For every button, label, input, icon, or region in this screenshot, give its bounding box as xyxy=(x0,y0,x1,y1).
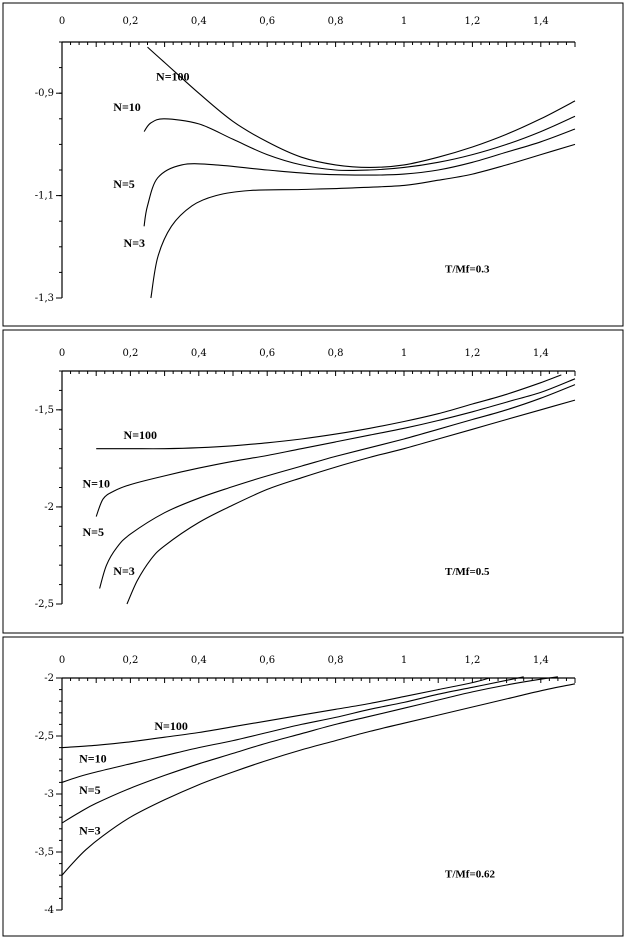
y-tick-label: -1,1 xyxy=(35,191,54,202)
y-tick-label: -2,5 xyxy=(35,599,54,610)
series-label-n-5: N=5 xyxy=(83,525,105,539)
x-tick-label: 0,8 xyxy=(328,16,344,27)
series-line-n-3 xyxy=(150,143,576,299)
x-tick-label: 1,4 xyxy=(533,348,549,359)
series-label-n-5: N=5 xyxy=(113,177,135,191)
x-tick-label: 1 xyxy=(401,348,407,359)
series-line-n-100 xyxy=(96,374,562,450)
chart-panel-t03: 0 0,2 0,4 0,6 0,8 1 1,2 1,4 -0,9 -1,1 -1,3 N=100 N=1… xyxy=(2,2,624,327)
x-tick-label: 1 xyxy=(401,16,407,27)
series-line-n-5 xyxy=(99,384,576,589)
x-tick-label: 0,2 xyxy=(122,655,138,666)
series-line-n-10 xyxy=(61,676,524,783)
x-tick-label: 0,8 xyxy=(328,655,344,666)
y-tick-label: -3,5 xyxy=(35,847,54,858)
series-label-n-5: N=5 xyxy=(79,783,101,797)
series-label-n-10: N=10 xyxy=(83,477,111,491)
chart-panel-t05: 0 0,2 0,4 0,6 0,8 1 1,2 1,4 -1,5 -2 -2,5 N=100 N=10 N… xyxy=(2,329,624,634)
temperature-ratio-annotation: T/Mf=0.3 xyxy=(445,263,490,275)
x-tick-label: 1,2 xyxy=(464,16,480,27)
series-line-n-3 xyxy=(126,399,576,605)
x-tick-label: 0,4 xyxy=(191,16,207,27)
series-label-n-3: N=3 xyxy=(113,564,135,578)
x-tick-label: 0,2 xyxy=(122,16,138,27)
x-tick-label: 0,8 xyxy=(328,348,344,359)
x-tick-label: 1,4 xyxy=(533,16,549,27)
temperature-ratio-annotation: T/Mf=0.5 xyxy=(445,566,490,578)
series-label-n-10: N=10 xyxy=(113,100,141,114)
x-tick-label: 0 xyxy=(59,16,65,27)
series-label-n-10: N=10 xyxy=(79,752,107,766)
y-tick-label: -1,5 xyxy=(35,405,54,416)
series-line-n-10 xyxy=(95,378,576,517)
x-tick-label: 0,4 xyxy=(191,348,207,359)
series-line-n-5 xyxy=(143,128,576,227)
series-line-n-100 xyxy=(147,46,576,168)
x-tick-label: 0,6 xyxy=(259,16,275,27)
chart-panel-t062: 0 0,2 0,4 0,6 0,8 1 1,2 1,4 -2 -2,5 -3 -3,5 -4 N=100 N… xyxy=(2,636,624,937)
x-tick-label: 1,2 xyxy=(464,655,480,666)
x-tick-label: 0 xyxy=(59,348,65,359)
x-tick-label: 1 xyxy=(401,655,407,666)
y-tick-label: -4 xyxy=(44,905,54,916)
x-tick-label: 0,6 xyxy=(259,655,275,666)
series-line-n-100 xyxy=(61,677,490,749)
y-tick-label: -2 xyxy=(44,673,54,684)
x-tick-label: 0,6 xyxy=(259,348,275,359)
temperature-ratio-annotation: T/Mf=0.62 xyxy=(445,869,495,881)
series-line-n-10 xyxy=(143,115,576,172)
x-tick-label: 1,4 xyxy=(533,655,549,666)
y-tick-label: -0,9 xyxy=(35,88,54,99)
series-label-n-100: N=100 xyxy=(156,69,190,83)
y-tick-label: -2 xyxy=(44,502,54,513)
y-tick-label: -3 xyxy=(44,789,54,800)
series-label-n-100: N=100 xyxy=(154,719,188,733)
panel-border xyxy=(2,329,624,634)
series-label-n-100: N=100 xyxy=(124,428,158,442)
x-tick-label: 0,4 xyxy=(191,655,207,666)
panel-border xyxy=(2,636,624,937)
series-line-n-5 xyxy=(61,676,558,824)
series-label-n-3: N=3 xyxy=(79,824,101,838)
x-tick-label: 1,2 xyxy=(464,348,480,359)
x-tick-label: 0,2 xyxy=(122,348,138,359)
x-tick-label: 0 xyxy=(59,655,65,666)
panel-border xyxy=(2,2,624,327)
series-label-n-3: N=3 xyxy=(124,236,146,250)
y-tick-label: -2,5 xyxy=(35,731,54,742)
series-line-n-3 xyxy=(61,683,576,876)
y-tick-label: -1,3 xyxy=(35,293,54,304)
